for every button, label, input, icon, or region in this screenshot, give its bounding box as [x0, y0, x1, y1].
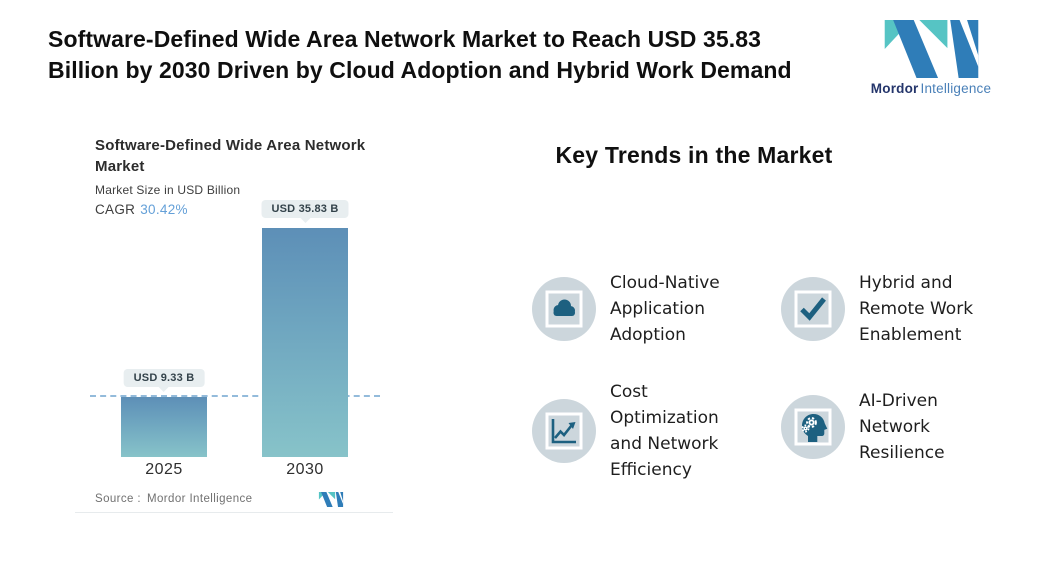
source-label: Source :	[95, 493, 142, 505]
mordor-logo: Mordor Intelligence	[866, 20, 996, 96]
key-trends-heading: Key Trends in the Market	[555, 142, 833, 168]
bar-2030	[262, 228, 348, 457]
bar-value-label-2025: USD 9.33 B	[123, 369, 205, 387]
cagr-value: 30.42%	[140, 202, 188, 217]
chart-title-line2: Market	[95, 158, 145, 175]
trend-item-cloud-native: Cloud-Native Application Adoption	[532, 270, 720, 348]
bar-value-label-2030: USD 35.83 B	[261, 200, 349, 218]
trend-item-hybrid-remote: Hybrid and Remote Work Enablement	[781, 270, 973, 348]
trend-label: Cloud-Native Application Adoption	[610, 273, 720, 345]
mordor-logo-icon-small	[318, 492, 344, 507]
mordor-logo-text: Mordor Intelligence	[866, 81, 996, 96]
trend-label: AI-Driven Network Resilience	[859, 391, 945, 463]
source-value: Mordor Intelligence	[147, 493, 253, 505]
brand-name-bold: Mordor	[870, 81, 919, 96]
checkmark-icon	[794, 290, 832, 328]
page-title-line1: Software-Defined Wide Area Network Marke…	[48, 26, 762, 52]
chart-subtitle: Market Size in USD Billion	[95, 183, 241, 197]
mordor-logo-icon	[884, 20, 978, 78]
chart-cagr: CAGR 30.42%	[95, 202, 188, 217]
trend-icon-badge	[532, 399, 596, 463]
cagr-label: CAGR	[95, 202, 136, 217]
page-title: Software-Defined Wide Area Network Marke…	[48, 24, 858, 86]
market-chart-card: Software-Defined Wide Area Network Marke…	[75, 115, 393, 513]
bar-2025	[121, 397, 207, 457]
ai-head-icon	[794, 408, 832, 446]
dashed-reference-line	[90, 395, 380, 397]
trend-icon-badge	[781, 395, 845, 459]
chart-title: Software-Defined Wide Area Network Marke…	[95, 135, 385, 177]
bar-chart-plot: USD 9.33 B USD 35.83 B 2025 2030	[75, 115, 393, 512]
cloud-icon	[545, 290, 583, 328]
trend-item-cost-optimization: Cost Optimization and Network Efficiency	[532, 379, 719, 483]
trend-icon-badge	[532, 277, 596, 341]
x-axis-label-2030: 2030	[286, 461, 324, 478]
x-axis-label-2025: 2025	[145, 461, 183, 478]
chart-title-line1: Software-Defined Wide Area Network	[95, 137, 366, 154]
brand-name-light: Intelligence	[920, 81, 992, 96]
source-attribution: Source : Mordor Intelligence	[95, 493, 252, 505]
growth-chart-icon	[545, 412, 583, 450]
trend-label: Cost Optimization and Network Efficiency	[610, 382, 719, 480]
trend-icon-badge	[781, 277, 845, 341]
trend-item-ai-resilience: AI-Driven Network Resilience	[781, 388, 945, 466]
page-title-line2: Billion by 2030 Driven by Cloud Adoption…	[48, 57, 792, 83]
trend-label: Hybrid and Remote Work Enablement	[859, 273, 974, 345]
